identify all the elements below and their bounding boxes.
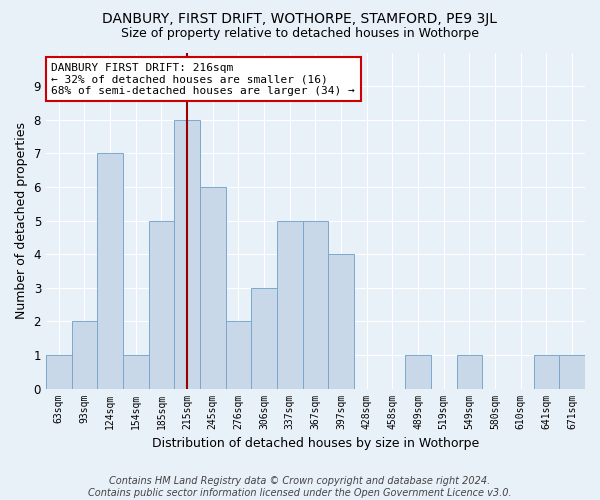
- Text: Contains HM Land Registry data © Crown copyright and database right 2024.
Contai: Contains HM Land Registry data © Crown c…: [88, 476, 512, 498]
- Bar: [123, 355, 149, 388]
- Bar: [174, 120, 200, 388]
- Text: DANBURY, FIRST DRIFT, WOTHORPE, STAMFORD, PE9 3JL: DANBURY, FIRST DRIFT, WOTHORPE, STAMFORD…: [103, 12, 497, 26]
- Text: Size of property relative to detached houses in Wothorpe: Size of property relative to detached ho…: [121, 28, 479, 40]
- Bar: [406, 355, 431, 388]
- Y-axis label: Number of detached properties: Number of detached properties: [15, 122, 28, 319]
- Bar: [226, 322, 251, 388]
- Bar: [533, 355, 559, 388]
- Bar: [149, 220, 174, 388]
- Bar: [200, 187, 226, 388]
- Bar: [251, 288, 277, 388]
- Bar: [277, 220, 302, 388]
- Text: DANBURY FIRST DRIFT: 216sqm
← 32% of detached houses are smaller (16)
68% of sem: DANBURY FIRST DRIFT: 216sqm ← 32% of det…: [52, 62, 355, 96]
- Bar: [46, 355, 71, 388]
- Bar: [71, 322, 97, 388]
- Bar: [457, 355, 482, 388]
- Bar: [559, 355, 585, 388]
- Bar: [302, 220, 328, 388]
- X-axis label: Distribution of detached houses by size in Wothorpe: Distribution of detached houses by size …: [152, 437, 479, 450]
- Bar: [97, 154, 123, 388]
- Bar: [328, 254, 354, 388]
